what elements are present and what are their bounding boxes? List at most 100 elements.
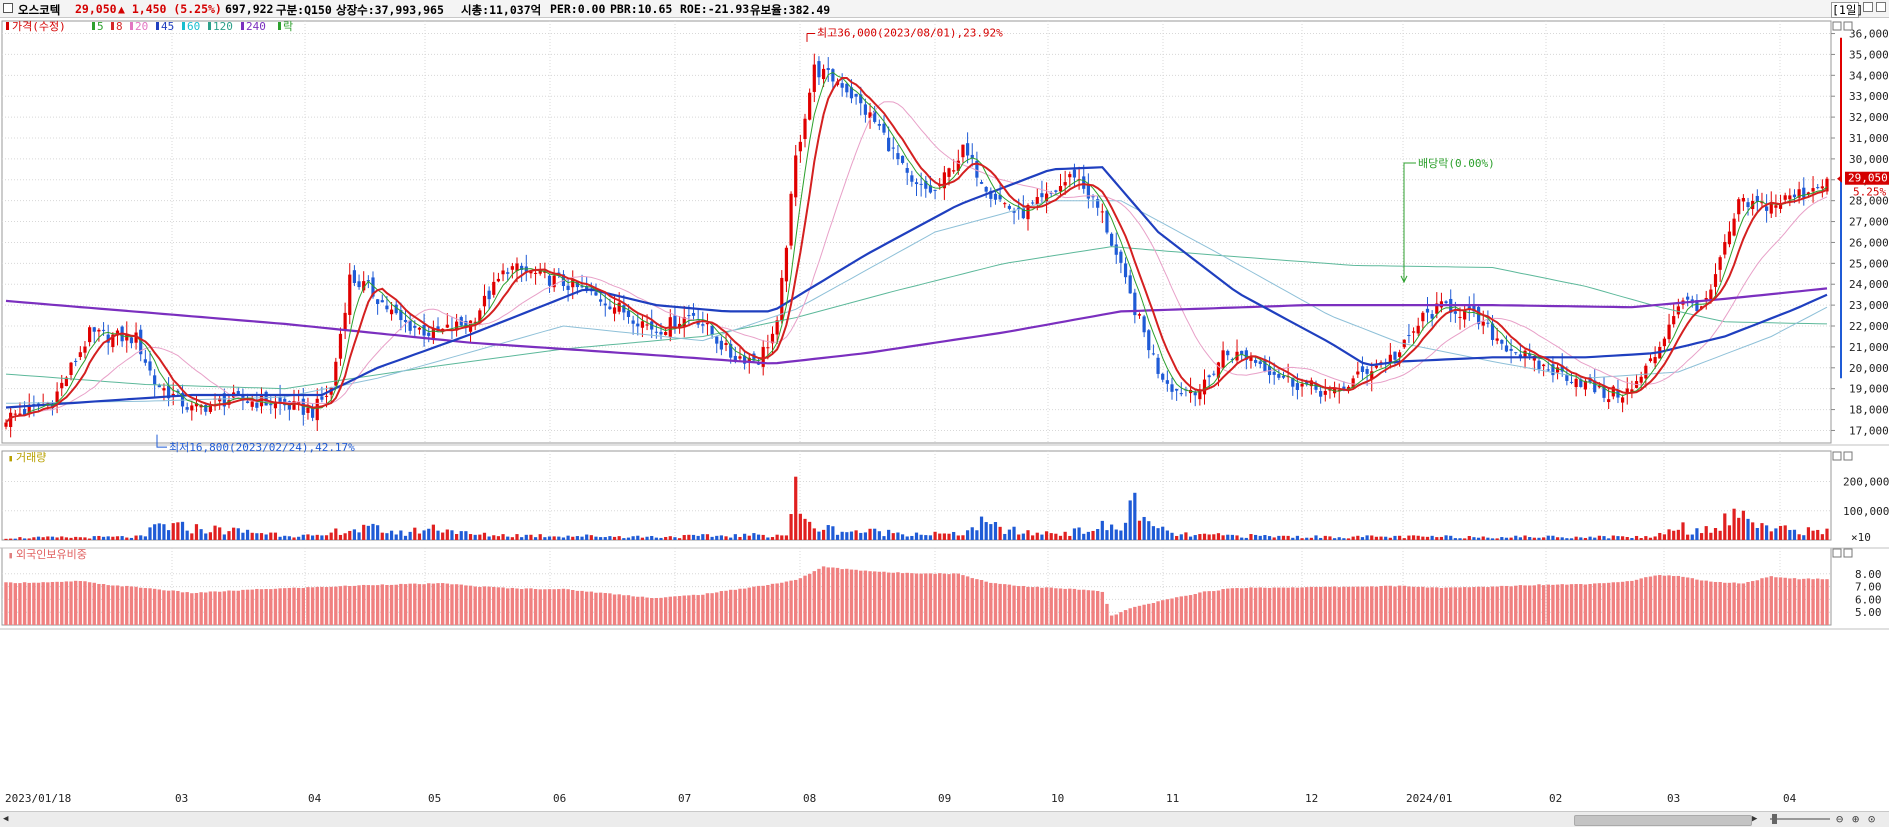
foreign-bar xyxy=(1263,587,1267,625)
candle-body xyxy=(1323,390,1327,395)
volume-bar xyxy=(1272,537,1276,540)
stock-chart[interactable]: 17,000 18,000 19,000 20,000 21,000 22,000 23,0… xyxy=(0,17,1889,811)
volume-bar xyxy=(1727,525,1732,540)
foreign-bar xyxy=(1388,585,1393,625)
candle-body xyxy=(1662,338,1667,347)
volume-bar xyxy=(55,537,59,540)
volume-bar xyxy=(1133,492,1137,540)
candle-body xyxy=(942,172,946,189)
candle-body xyxy=(979,182,984,184)
foreign-bar xyxy=(357,585,361,625)
candle-body xyxy=(385,305,389,310)
close-button[interactable] xyxy=(1876,2,1886,12)
candle-body xyxy=(1040,193,1044,198)
zoom-reset-icon[interactable]: ⊙ xyxy=(1868,812,1876,826)
volume-bar xyxy=(942,533,946,540)
horizontal-scrollbar[interactable]: ◀ ▶ ⊖ ⊕ ⊙ xyxy=(0,811,1889,827)
volume-bar xyxy=(928,535,933,540)
volume-bar xyxy=(975,530,979,540)
foreign-bar xyxy=(1778,577,1783,625)
panel-close-button xyxy=(1843,451,1853,461)
volume-bar xyxy=(1607,538,1611,540)
volume-bar xyxy=(524,534,528,540)
candle-body xyxy=(594,292,598,296)
candle-body xyxy=(1723,242,1727,255)
volume-bar xyxy=(715,535,719,540)
volume-bar xyxy=(1411,535,1416,540)
candle-body xyxy=(891,147,895,149)
candle-body xyxy=(780,277,784,321)
stock-info-bar: 오스코텍 29,050 ▲ 1,450 (5.25%) 697,922 구분:Q… xyxy=(0,0,1889,18)
scroll-right-icon[interactable]: ▶ xyxy=(1752,814,1758,824)
candle-body xyxy=(399,310,403,321)
stock-name[interactable]: 오스코텍 xyxy=(18,3,61,17)
zoom-slider-track[interactable] xyxy=(1770,818,1830,820)
volume-bar xyxy=(1044,531,1049,540)
zoom-out-icon[interactable]: ⊖ xyxy=(1836,812,1844,826)
current-price: 29,050 xyxy=(75,2,117,16)
volume-bar xyxy=(766,537,770,540)
volume-bar xyxy=(668,536,672,540)
stock-checkbox[interactable] xyxy=(3,3,13,13)
candle-body xyxy=(1621,397,1625,403)
foreign-tick-label: 7.00 xyxy=(1855,581,1882,594)
scroll-thumb[interactable] xyxy=(1574,815,1752,826)
foreign-bar xyxy=(1737,583,1741,625)
current-price-tag-text: 29,050 xyxy=(1848,172,1888,185)
candle-body xyxy=(245,401,250,403)
foreign-bar xyxy=(1295,587,1300,625)
volume-bar xyxy=(362,524,366,540)
price-tick-label: 28,000 xyxy=(1849,195,1889,208)
foreign-bar xyxy=(46,582,50,625)
candle-body xyxy=(1444,301,1448,304)
price-tick-label: 34,000 xyxy=(1849,69,1889,82)
foreign-bar xyxy=(1648,576,1653,625)
candle-body xyxy=(1351,378,1355,388)
volume-bar xyxy=(612,536,617,540)
foreign-bar xyxy=(213,591,217,625)
foreign-bar xyxy=(422,584,426,625)
scroll-left-icon[interactable]: ◀ xyxy=(3,814,9,824)
foreign-bar xyxy=(1527,585,1532,625)
roe-value: ROE:-21.93 xyxy=(680,2,750,16)
candle-body xyxy=(134,332,138,343)
volume-bar xyxy=(1147,521,1151,540)
volume-bar xyxy=(1337,537,1341,540)
volume-bar xyxy=(538,534,542,540)
candle-body xyxy=(677,323,682,328)
volume-bar xyxy=(194,524,199,540)
volume-bar xyxy=(1676,529,1680,540)
volume-bar xyxy=(394,534,398,540)
candle-body xyxy=(1044,193,1049,202)
price-tick-label: 26,000 xyxy=(1849,236,1889,249)
foreign-bar xyxy=(385,584,389,625)
x-axis-label: 06 xyxy=(553,792,566,805)
foreign-bar xyxy=(877,571,882,625)
candle-body xyxy=(910,175,914,182)
x-axis-label: 09 xyxy=(938,792,951,805)
foreign-bar xyxy=(157,589,161,625)
volume-bar xyxy=(631,536,635,540)
volume-bar xyxy=(622,538,626,540)
foreign-bar xyxy=(329,586,333,625)
foreign-bar xyxy=(566,589,570,625)
candle-body xyxy=(64,377,68,387)
zoom-in-icon[interactable]: ⊕ xyxy=(1852,812,1860,826)
candle-body xyxy=(1110,233,1114,246)
volume-bar xyxy=(1026,530,1030,540)
foreign-bar xyxy=(296,587,301,625)
foreign-bar xyxy=(933,573,937,625)
restore-button[interactable] xyxy=(1863,2,1873,12)
foreign-bar xyxy=(1555,584,1560,625)
candle-body xyxy=(1811,188,1815,192)
foreign-bar xyxy=(557,589,561,625)
period-button[interactable]: [1일] xyxy=(1831,2,1864,18)
per-value: PER:0.00 xyxy=(550,2,606,16)
candle-body xyxy=(1792,194,1797,198)
volume-bar xyxy=(371,523,375,540)
foreign-bar xyxy=(32,582,36,625)
foreign-bar xyxy=(1551,584,1555,625)
zoom-slider-knob[interactable] xyxy=(1772,814,1777,824)
ma60-line xyxy=(5,200,1828,404)
retention-ratio: 유보율:382.49 xyxy=(750,3,831,17)
